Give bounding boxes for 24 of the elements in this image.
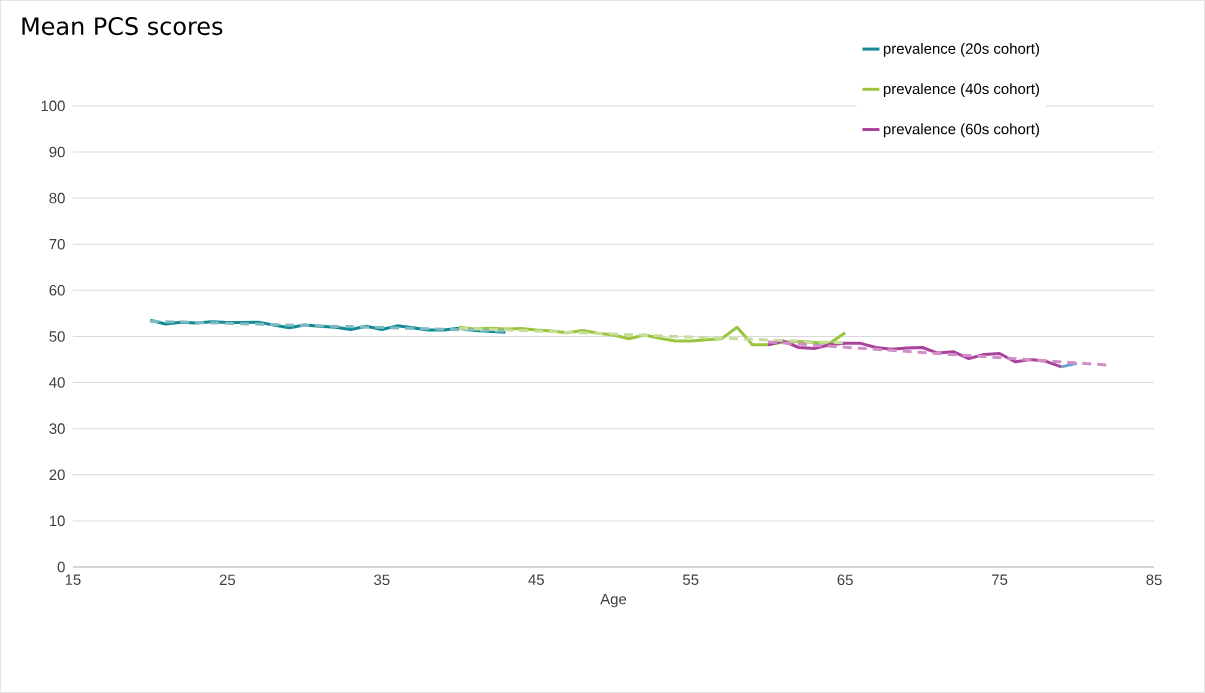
y-tick-label: 100 [41,100,65,112]
y-tick-label: 40 [49,377,65,388]
x-tick-label: 75 [992,574,1008,585]
y-tick-label: 80 [49,192,65,204]
y-tick-label: 90 [49,146,65,158]
y-tick-label: 50 [49,331,65,342]
x-tick-label: 45 [528,574,544,585]
x-tick-label: 35 [374,574,390,586]
x-tick-label: 85 [1146,574,1162,586]
legend-label: prevalence (20s cohort) [883,42,1039,57]
x-axis-title: Age [600,593,627,608]
y-tick-label: 60 [49,285,65,296]
y-tick-label: 0 [57,561,65,573]
y-tick-label: 30 [49,423,65,434]
legend-label: prevalence (60s cohort) [883,123,1039,138]
legend-label: prevalence (40s cohort) [883,83,1039,98]
x-tick-label: 55 [682,574,699,585]
y-tick-label: 70 [49,238,65,250]
x-tick-label: 15 [65,574,81,585]
y-tick-label: 20 [49,469,65,481]
y-tick-label: 10 [49,515,65,527]
chart-title: Mean PCS scores [22,17,223,36]
x-tick-label: 65 [837,574,853,586]
x-tick-label: 25 [219,574,236,586]
